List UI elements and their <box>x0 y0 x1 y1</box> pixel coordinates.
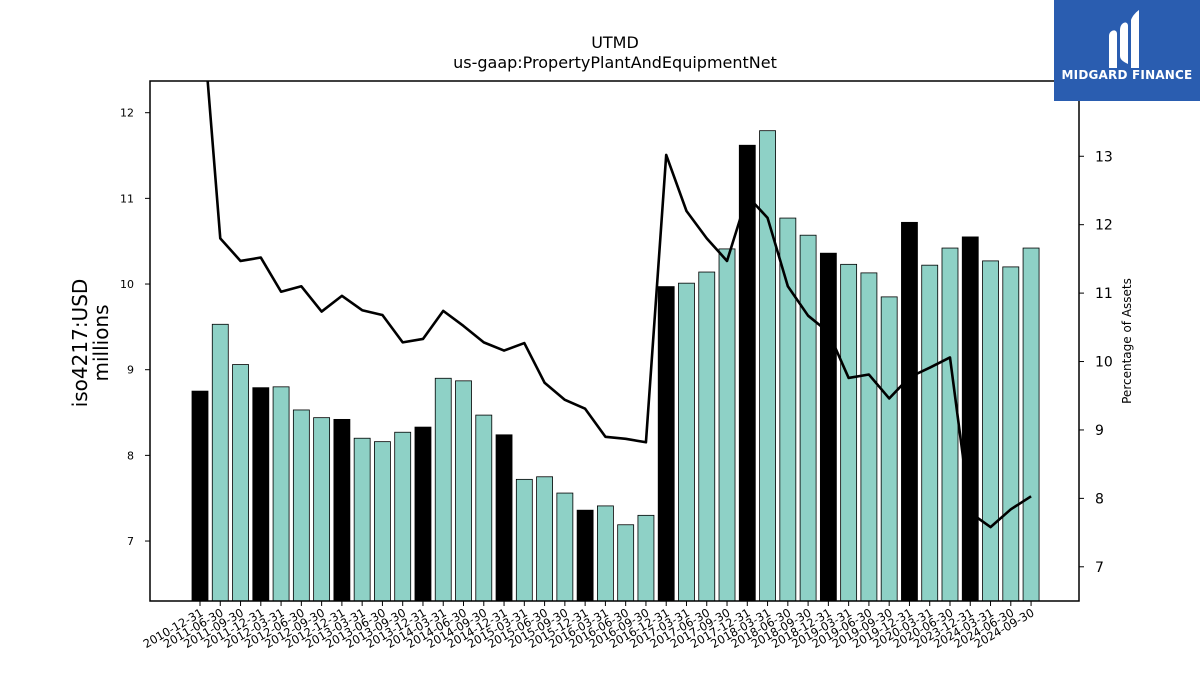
right-axis-ticks: 7 8 9 10 11 12 13 <box>1079 149 1113 576</box>
bar <box>982 260 999 602</box>
bar <box>292 409 310 602</box>
chart-title: UTMD <box>591 33 639 52</box>
bar <box>698 271 716 602</box>
logo-text: MIDGARD FINANCE <box>1061 68 1193 82</box>
y-axis-label-left-line1: iso4217:USD <box>68 279 92 408</box>
bar <box>495 434 513 602</box>
bar <box>637 514 655 602</box>
bar <box>657 286 675 602</box>
bar <box>880 296 898 602</box>
midgard-logo-icon <box>1109 10 1139 68</box>
left-tick-label: 10 <box>120 278 134 291</box>
right-tick-label: 12 <box>1095 218 1113 234</box>
left-tick-label: 12 <box>120 107 134 120</box>
left-axis-ticks: 7 8 9 10 11 12 <box>120 107 150 548</box>
line-series <box>206 81 1032 529</box>
plot-frame <box>149 80 1080 602</box>
bar <box>475 414 493 602</box>
bar <box>961 236 979 602</box>
bar <box>860 272 878 602</box>
y-axis-label-right: Percentage of Assets <box>1120 278 1134 404</box>
bar <box>211 323 229 602</box>
bar <box>191 390 209 602</box>
bar <box>941 247 959 602</box>
bar <box>434 377 452 602</box>
bar <box>353 437 371 602</box>
bar <box>394 431 412 602</box>
y-axis-label-left-line2: millions <box>89 304 113 381</box>
bar <box>313 417 331 602</box>
bar <box>515 478 533 602</box>
bar-series <box>191 130 1040 602</box>
left-tick-label: 9 <box>127 364 134 377</box>
right-tick-label: 11 <box>1095 286 1113 302</box>
bar <box>536 476 553 602</box>
bar <box>455 380 472 602</box>
left-tick-label: 7 <box>127 535 134 548</box>
bar <box>779 217 797 602</box>
right-tick-label: 9 <box>1095 423 1104 439</box>
right-tick-label: 7 <box>1095 560 1104 576</box>
right-tick-label: 8 <box>1095 491 1104 507</box>
x-axis-ticks: 2010-12-312011-06-302011-09-302011-12-31… <box>141 601 1037 651</box>
bar <box>819 252 837 602</box>
bar <box>1022 247 1040 602</box>
bar <box>232 364 249 602</box>
bar <box>374 441 391 602</box>
right-tick-label: 13 <box>1095 149 1113 165</box>
bar <box>901 221 918 602</box>
bar <box>718 248 736 602</box>
bar <box>678 282 695 602</box>
left-tick-label: 8 <box>127 449 134 462</box>
bar <box>576 509 594 602</box>
bar <box>840 263 858 602</box>
bar <box>1002 266 1020 602</box>
bar <box>252 387 270 602</box>
left-tick-label: 11 <box>120 192 134 205</box>
right-tick-label: 10 <box>1095 355 1113 371</box>
bar <box>759 130 776 602</box>
bar <box>272 386 290 602</box>
bar <box>799 234 817 602</box>
bar <box>556 492 574 602</box>
bar <box>921 264 939 602</box>
logo-badge: MIDGARD FINANCE <box>1054 0 1200 101</box>
bar <box>617 524 635 602</box>
bar <box>333 418 351 602</box>
percentage-line <box>206 81 1032 529</box>
bar <box>597 505 614 602</box>
chart-subtitle: us-gaap:PropertyPlantAndEquipmentNet <box>453 53 777 72</box>
bar <box>414 426 432 602</box>
